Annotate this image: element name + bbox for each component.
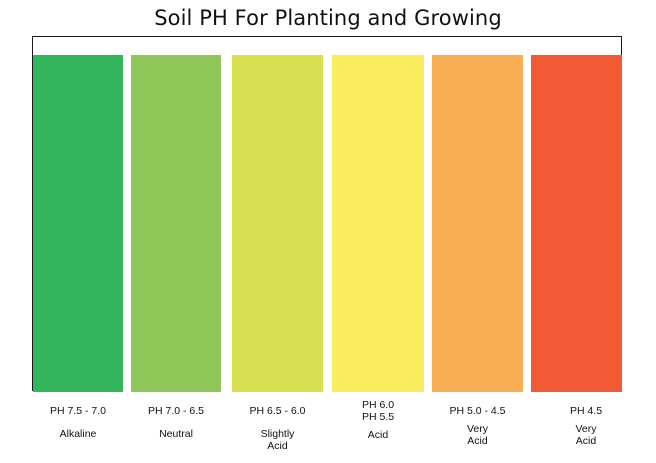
chart-title: Soil PH For Planting and Growing — [154, 6, 502, 30]
soil-type: Very Acid — [466, 423, 488, 447]
band-alkaline — [33, 55, 123, 392]
band-very-acid-2 — [531, 55, 622, 392]
label-very-acid-2: PH 4.5 Very Acid — [531, 405, 641, 447]
ph-range: PH 4.5 — [569, 405, 603, 417]
soil-type: Acid — [367, 429, 389, 441]
soil-type: Slightly Acid — [260, 428, 295, 452]
soil-type: Neutral — [159, 428, 193, 440]
label-slightly-acid: PH 6.5 - 6.0 Slightly Acid — [232, 405, 323, 452]
band-neutral — [131, 55, 221, 392]
band-very-acid-1 — [432, 55, 523, 392]
label-alkaline: PH 7.5 - 7.0 Alkaline — [33, 405, 123, 440]
label-acid: PH 6.0 PH 5.5 Acid — [332, 399, 424, 441]
band-slightly-acid — [232, 55, 323, 392]
soil-type: Very Acid — [575, 423, 597, 447]
soil-type: Alkaline — [59, 428, 97, 440]
ph-range: PH 5.0 - 4.5 — [449, 405, 506, 417]
label-very-acid-1: PH 5.0 - 4.5 Very Acid — [432, 405, 523, 447]
ph-range: PH 6.5 - 6.0 — [249, 405, 306, 417]
label-neutral: PH 7.0 - 6.5 Neutral — [131, 405, 221, 440]
ph-range: PH 7.0 - 6.5 — [147, 405, 205, 417]
ph-range: PH 7.5 - 7.0 — [49, 405, 107, 417]
ph-range: PH 6.0 PH 5.5 — [361, 399, 395, 423]
band-acid — [332, 55, 424, 392]
